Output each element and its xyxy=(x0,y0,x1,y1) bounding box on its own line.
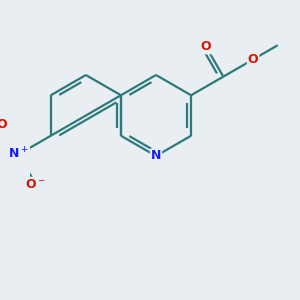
Text: O: O xyxy=(0,118,7,131)
Text: O$^-$: O$^-$ xyxy=(25,178,46,191)
Text: N: N xyxy=(151,149,161,163)
Text: O: O xyxy=(248,53,259,66)
Text: O: O xyxy=(201,40,212,53)
Text: N$^+$: N$^+$ xyxy=(8,147,29,162)
